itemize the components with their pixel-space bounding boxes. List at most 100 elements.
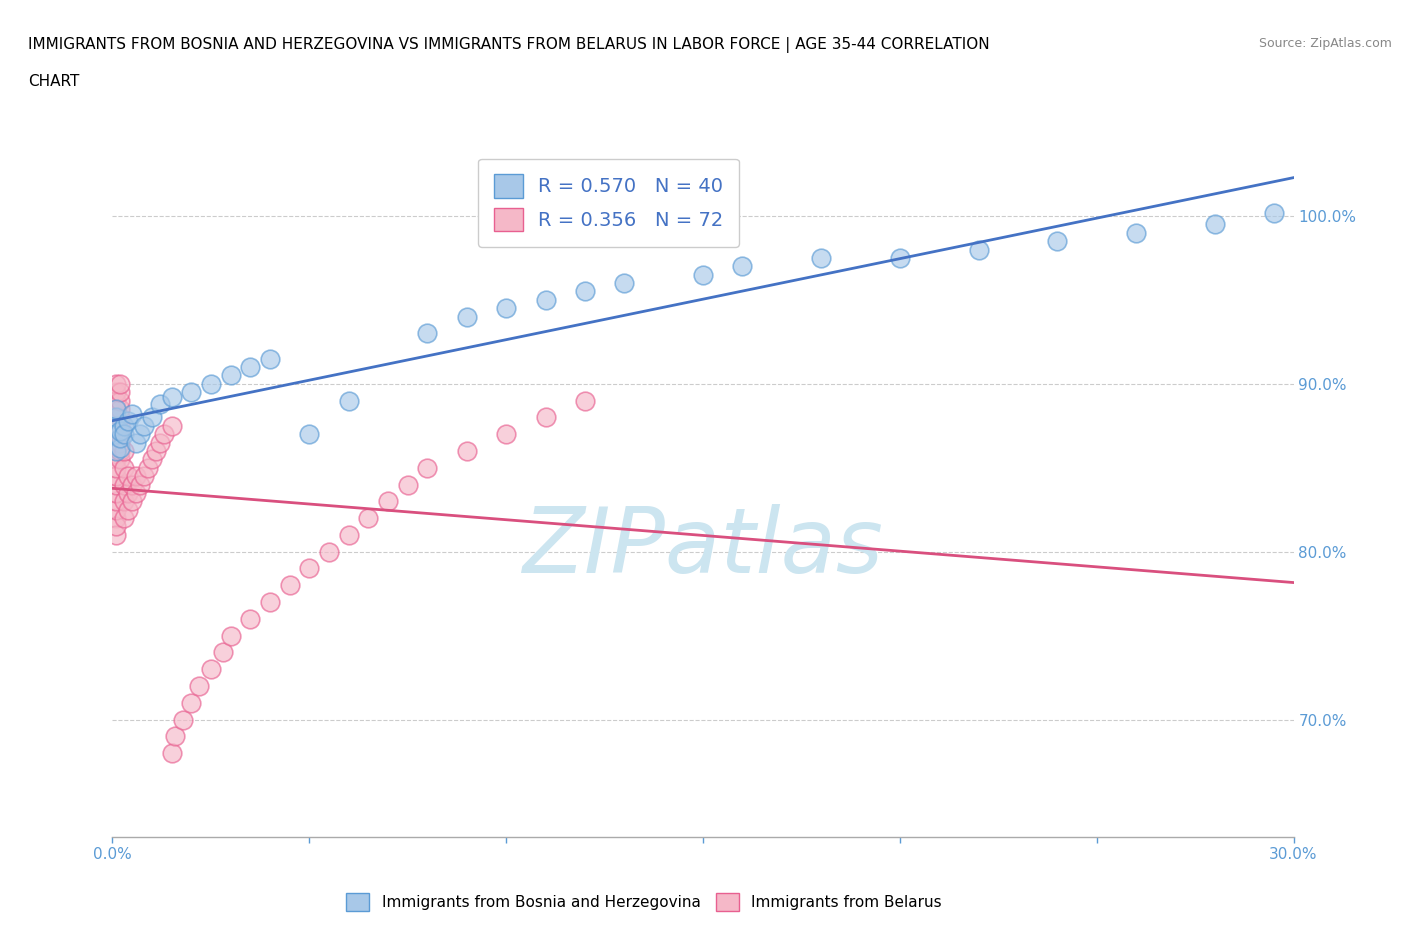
Point (967, 242, 990, 257)
Text: CHART: CHART (28, 74, 80, 89)
Point (132, 418, 155, 433)
Point (112, 460, 135, 475)
Point (495, 427, 517, 442)
Point (121, 477, 143, 492)
Point (110, 440, 132, 455)
Point (396, 477, 419, 492)
Point (105, 511, 128, 525)
Text: Source: ZipAtlas.com: Source: ZipAtlas.com (1258, 37, 1392, 50)
Point (125, 485, 148, 500)
Point (165, 729, 187, 744)
Point (141, 410, 163, 425)
Point (416, 460, 439, 475)
Point (613, 275, 636, 290)
Point (337, 527, 360, 542)
Point (731, 259, 754, 273)
Point (152, 427, 174, 442)
Point (239, 360, 262, 375)
Point (219, 368, 242, 383)
Point (105, 519, 128, 534)
Point (105, 393, 128, 408)
Point (110, 452, 132, 467)
Point (172, 712, 194, 727)
Point (416, 326, 439, 341)
Point (136, 460, 159, 475)
Point (105, 418, 128, 433)
Point (125, 435, 148, 450)
Point (574, 393, 596, 408)
Point (149, 435, 172, 450)
Point (298, 561, 321, 576)
Point (112, 494, 135, 509)
Point (298, 427, 321, 442)
Point (105, 444, 128, 458)
Point (337, 393, 360, 408)
Point (110, 402, 132, 417)
Point (105, 494, 128, 509)
Point (810, 250, 832, 265)
Point (105, 418, 128, 433)
Point (132, 469, 155, 484)
Point (377, 494, 399, 509)
Point (105, 440, 128, 455)
Point (574, 284, 596, 299)
Point (105, 410, 128, 425)
Point (318, 544, 340, 559)
Point (117, 413, 139, 428)
Point (889, 250, 911, 265)
Point (1125, 225, 1147, 240)
Point (160, 390, 183, 405)
Point (129, 477, 152, 492)
Point (110, 418, 132, 433)
Point (259, 594, 281, 609)
Point (1263, 206, 1285, 220)
Point (110, 427, 132, 442)
Point (110, 385, 132, 400)
Point (129, 427, 152, 442)
Point (160, 746, 183, 761)
Point (105, 427, 128, 442)
Point (200, 662, 222, 677)
Point (121, 406, 143, 421)
Point (112, 427, 135, 442)
Point (110, 435, 132, 450)
Point (105, 446, 128, 461)
Point (200, 377, 222, 392)
Point (121, 494, 143, 509)
Point (180, 385, 202, 400)
Point (117, 485, 139, 500)
Point (112, 418, 135, 433)
Point (112, 511, 135, 525)
Point (110, 393, 132, 408)
Point (112, 477, 135, 492)
Point (211, 644, 233, 659)
Point (105, 477, 128, 492)
Point (105, 402, 128, 417)
Point (105, 452, 128, 467)
Point (456, 444, 478, 458)
Point (105, 385, 128, 400)
Text: ZIPatlas: ZIPatlas (523, 504, 883, 592)
Point (149, 396, 172, 411)
Point (125, 469, 148, 484)
Point (145, 444, 167, 458)
Point (1046, 233, 1069, 248)
Point (112, 444, 135, 458)
Point (160, 418, 183, 433)
Point (110, 444, 132, 458)
Point (105, 427, 128, 442)
Point (534, 410, 557, 425)
Point (1204, 217, 1226, 232)
Point (357, 511, 380, 525)
Point (110, 410, 132, 425)
Point (117, 502, 139, 517)
Point (105, 435, 128, 450)
Legend: Immigrants from Bosnia and Herzegovina, Immigrants from Belarus: Immigrants from Bosnia and Herzegovina, … (339, 885, 949, 919)
Point (105, 502, 128, 517)
Point (141, 452, 163, 467)
Point (110, 423, 132, 438)
Point (259, 352, 281, 366)
Point (105, 527, 128, 542)
Point (278, 578, 301, 592)
Point (495, 300, 517, 315)
